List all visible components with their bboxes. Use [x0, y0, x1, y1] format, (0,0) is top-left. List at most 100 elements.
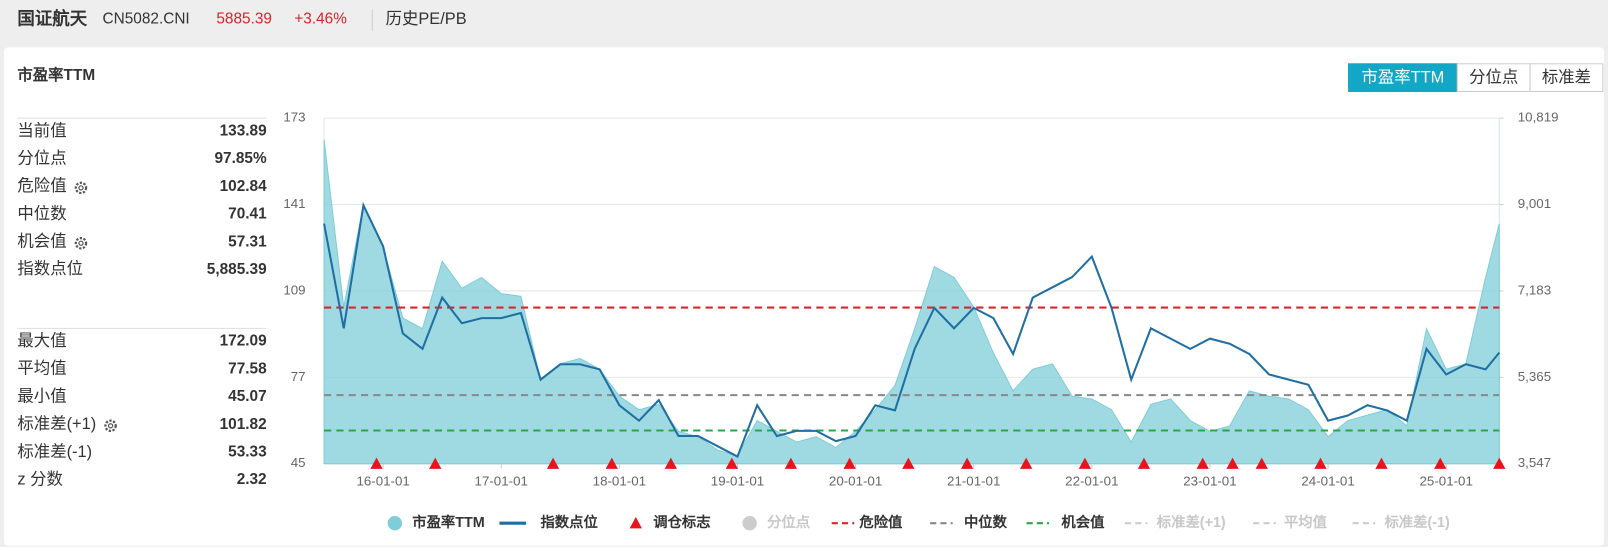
x-tick-label: 18-01-01	[593, 474, 646, 489]
tab-label[interactable]: 分位点	[1469, 68, 1518, 86]
plot: 45 77 109 141 173 3,547 5,365 7,183 9,001 10,819 1…	[283, 110, 1558, 489]
tab-label[interactable]: 标准差	[1542, 68, 1591, 86]
rebalance-marker	[1137, 457, 1151, 469]
y-tick-label: 77	[291, 369, 306, 384]
stat-value: 2.32	[237, 471, 267, 488]
x-tick-label: 19-01-01	[711, 474, 764, 489]
rebalance-marker	[664, 457, 677, 469]
y2-tick-label: 10,819	[1518, 110, 1559, 125]
legend-label[interactable]: 机会值	[1061, 513, 1105, 531]
stat-value: 101.82	[220, 416, 267, 433]
stat-label: z 分数	[17, 470, 63, 488]
stat-value: 97.85%	[214, 150, 266, 167]
tab-label[interactable]: 市盈率TTM	[1361, 68, 1444, 86]
rebalance-marker	[784, 457, 798, 469]
index-code: CN5082.CNI	[103, 11, 190, 28]
index-change: +3.46%	[294, 11, 347, 28]
index-price: 5885.39	[216, 11, 272, 28]
legend-symbol[interactable]	[742, 516, 757, 531]
rebalance-marker	[1226, 457, 1239, 469]
stat-value: 45.07	[228, 388, 266, 405]
index-name: 国证航天	[17, 8, 87, 28]
rebalance-marker	[960, 457, 974, 469]
stat-value: 133.89	[220, 123, 267, 140]
legend-symbol[interactable]	[629, 517, 642, 529]
stat-label: 中位数	[17, 205, 66, 223]
stat-value: 57.31	[228, 233, 267, 250]
legend-label[interactable]: 平均值	[1284, 513, 1328, 531]
y-tick-label: 45	[291, 455, 306, 470]
settings-icon[interactable]	[104, 419, 117, 433]
x-tick-label: 22-01-01	[1065, 474, 1118, 489]
stat-label: 指数点位	[17, 260, 83, 278]
rebalance-marker	[605, 457, 618, 469]
x-tick-label: 16-01-01	[356, 474, 409, 489]
legend-label[interactable]: 市盈率TTM	[412, 513, 485, 531]
stat-label: 平均值	[17, 360, 66, 378]
rebalance-marker	[725, 457, 738, 469]
stat-value: 77.58	[228, 360, 267, 377]
y2-tick-label: 9,001	[1518, 196, 1551, 211]
x-tick-label: 21-01-01	[947, 474, 1000, 489]
y2-tick-label: 3,547	[1518, 455, 1551, 470]
legend: 市盈率TTM 指数点位 调仓标志 分位点 危险值 中位数 机会值 标准差(+1) 平均值 标准差(…	[387, 513, 1450, 531]
settings-icon-core	[78, 185, 84, 191]
legend-label[interactable]: 标准差(-1)	[1383, 513, 1450, 531]
rebalance-marker	[1314, 457, 1327, 469]
panel-title: 市盈率TTM	[17, 65, 95, 84]
legend-label[interactable]: 分位点	[767, 513, 810, 531]
rebalance-marker	[370, 457, 383, 469]
stat-label: 分位点	[17, 149, 66, 167]
tab[interactable]	[1529, 63, 1604, 92]
x-tick-label: 17-01-01	[475, 474, 528, 489]
stat-value: 102.84	[220, 178, 267, 195]
stat-label: 最大值	[17, 332, 66, 350]
x-tick-label: 20-01-01	[829, 474, 882, 489]
y2-tick-label: 7,183	[1518, 282, 1551, 297]
legend-label[interactable]: 指数点位	[540, 513, 597, 531]
rebalance-marker	[843, 457, 856, 469]
stats: 当前值 133.89 分位点 97.85% 危险值 102.84 中位数 70.41 机会值 57…	[17, 117, 267, 488]
stat-label: 机会值	[17, 233, 66, 251]
settings-icon[interactable]	[74, 236, 88, 250]
history-link[interactable]: 历史PE/PB	[386, 10, 467, 28]
tab[interactable]	[1348, 63, 1458, 92]
rebalance-marker	[546, 457, 560, 469]
stat-value: 172.09	[220, 333, 267, 350]
legend-label[interactable]: 危险值	[859, 513, 903, 531]
y2-tick-label: 5,365	[1518, 369, 1551, 384]
y-tick-label: 109	[283, 282, 305, 297]
tab-group: 市盈率TTM 分位点 标准差	[1348, 63, 1604, 92]
rebalance-marker	[429, 457, 442, 469]
settings-icon[interactable]	[74, 181, 88, 195]
stat-value: 70.41	[228, 206, 267, 223]
rebalance-marker	[1434, 457, 1447, 469]
stat-label: 当前值	[17, 122, 66, 140]
legend-label[interactable]: 标准差(+1)	[1156, 513, 1226, 531]
rebalance-marker	[1255, 457, 1268, 469]
rebalance-marker	[1493, 457, 1506, 469]
rebalance-marker	[902, 457, 915, 469]
x-tick-label: 24-01-01	[1301, 474, 1354, 489]
stat-label: 标准差(+1)	[17, 415, 96, 433]
legend-label[interactable]: 中位数	[964, 513, 1008, 531]
legend-symbol[interactable]	[387, 516, 402, 531]
stat-label: 危险值	[17, 177, 66, 195]
settings-icon-core	[78, 240, 84, 246]
legend-label[interactable]: 调仓标志	[653, 513, 710, 531]
y-tick-label: 141	[283, 196, 305, 211]
rebalance-marker	[1020, 457, 1033, 469]
index-line	[323, 201, 1501, 458]
x-tick-label: 25-01-01	[1420, 474, 1473, 489]
stat-label: 标准差(-1)	[17, 443, 92, 461]
rebalance-marker	[1078, 457, 1092, 469]
settings-icon-core	[107, 423, 114, 429]
x-tick-label: 23-01-01	[1183, 474, 1236, 489]
stat-value: 53.33	[228, 444, 266, 461]
rebalance-marker	[1196, 457, 1209, 469]
stat-label: 最小值	[17, 387, 66, 405]
stat-value: 5,885.39	[207, 261, 267, 278]
rebalance-marker	[1375, 457, 1388, 469]
